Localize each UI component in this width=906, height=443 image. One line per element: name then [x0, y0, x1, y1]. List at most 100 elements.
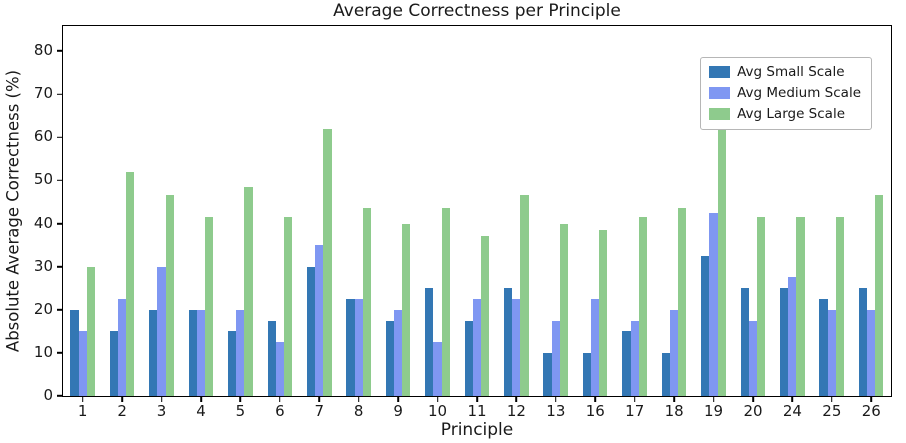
- bar-avg-large-scale-principle-5: [244, 186, 253, 396]
- bar-avg-large-scale-principle-4: [205, 217, 214, 396]
- bar-avg-small-scale-principle-6: [267, 320, 276, 396]
- bar-avg-large-scale-principle-24: [796, 217, 805, 396]
- bar-avg-medium-scale-principle-8: [354, 298, 363, 396]
- bar-avg-small-scale-principle-7: [306, 266, 316, 396]
- x-tick-label: 6: [275, 402, 285, 420]
- bar-group-16: [575, 26, 614, 396]
- bar-avg-small-scale-principle-4: [188, 309, 197, 396]
- bar-group-12: [497, 26, 536, 396]
- x-tick-mark: [752, 396, 754, 402]
- bar-avg-large-scale-principle-20: [756, 217, 766, 396]
- bar-group-19: [694, 26, 733, 396]
- x-tick-label: 13: [546, 402, 566, 420]
- bar-avg-small-scale-principle-12: [504, 288, 513, 396]
- y-tick-mark: [57, 136, 63, 139]
- x-tick-label: 7: [314, 402, 325, 420]
- bar-avg-small-scale-principle-2: [109, 331, 119, 396]
- x-tick-label: 3: [156, 402, 167, 420]
- y-tick-mark: [57, 395, 63, 397]
- y-tick-mark: [57, 179, 63, 182]
- x-tick-label: 18: [664, 402, 684, 420]
- bar-avg-large-scale-principle-25: [835, 217, 844, 396]
- bar-group-9: [378, 26, 417, 396]
- legend-entry-avg-small-scale: Avg Small Scale: [709, 64, 861, 81]
- y-tick-label: 50: [33, 170, 53, 189]
- x-tick-label: 10: [428, 402, 448, 420]
- bar-avg-small-scale-principle-18: [661, 352, 670, 396]
- bar-avg-small-scale-principle-19: [701, 255, 710, 396]
- x-tick-mark: [279, 396, 281, 402]
- y-tick-label: 10: [33, 342, 53, 361]
- x-tick-mark: [239, 396, 242, 402]
- x-tick-label: 20: [743, 402, 763, 420]
- bar-avg-large-scale-principle-16: [599, 229, 608, 396]
- bar-group-5: [221, 26, 260, 396]
- x-tick-mark: [436, 396, 439, 402]
- bar-avg-small-scale-principle-10: [425, 288, 434, 396]
- x-tick-mark: [870, 396, 873, 402]
- bar-avg-large-scale-principle-9: [402, 223, 411, 396]
- x-tick-mark: [791, 396, 794, 402]
- bar-avg-small-scale-principle-20: [740, 288, 749, 396]
- bar-group-26: [851, 26, 890, 396]
- x-tick-mark: [515, 396, 518, 402]
- bar-group-13: [536, 26, 575, 396]
- bar-avg-medium-scale-principle-13: [551, 320, 560, 396]
- x-tick-label: 5: [235, 402, 246, 420]
- x-tick-mark: [81, 396, 84, 402]
- bar-group-17: [615, 26, 654, 396]
- y-tick-mark: [57, 93, 63, 95]
- y-tick-mark: [57, 308, 63, 311]
- bar-avg-medium-scale-principle-9: [393, 309, 403, 396]
- bar-group-6: [260, 26, 299, 396]
- x-tick-label: 25: [822, 402, 842, 420]
- bar-avg-large-scale-principle-10: [441, 208, 450, 396]
- x-tick-label: 19: [704, 402, 724, 420]
- x-tick-mark: [397, 396, 399, 402]
- bar-avg-medium-scale-principle-2: [118, 298, 127, 396]
- bar-avg-small-scale-principle-17: [622, 331, 631, 396]
- bar-group-24: [773, 26, 812, 396]
- bar-avg-medium-scale-principle-26: [867, 309, 876, 396]
- x-tick-label: 1: [77, 402, 88, 420]
- bar-avg-medium-scale-principle-12: [512, 298, 521, 396]
- y-tick-label: 80: [33, 41, 53, 60]
- y-tick-label: 40: [33, 213, 53, 232]
- bar-avg-medium-scale-principle-1: [78, 331, 87, 396]
- x-tick-mark: [633, 396, 636, 402]
- y-tick-label: 20: [33, 299, 53, 318]
- y-tick-label: 30: [33, 256, 53, 275]
- y-tick-label: 70: [33, 84, 53, 103]
- bar-group-10: [418, 26, 457, 396]
- x-tick-label: 11: [467, 402, 487, 420]
- bar-avg-medium-scale-principle-11: [472, 298, 482, 396]
- bar-avg-large-scale-principle-6: [283, 217, 293, 396]
- bar-avg-medium-scale-principle-3: [157, 266, 166, 396]
- bar-avg-small-scale-principle-9: [385, 320, 394, 396]
- bar-avg-medium-scale-principle-4: [196, 309, 206, 396]
- bar-avg-small-scale-principle-16: [582, 352, 592, 396]
- y-tick-layer: 0 10 20 30 40 50 60 70 80: [34, 26, 891, 403]
- x-tick-label: 4: [196, 402, 206, 420]
- x-tick-label: 24: [782, 402, 802, 420]
- legend-swatch-icon: [709, 66, 731, 79]
- y-tick-mark: [57, 50, 63, 52]
- bar-group-18: [654, 26, 693, 396]
- bar-avg-small-scale-principle-1: [70, 309, 79, 396]
- x-tick-mark: [200, 396, 202, 402]
- x-tick-mark: [831, 396, 833, 402]
- bar-avg-large-scale-principle-12: [520, 195, 529, 396]
- y-tick-mark: [57, 265, 63, 268]
- bars-container: [63, 26, 891, 396]
- x-tick-label: 8: [353, 402, 364, 420]
- bar-group-25: [812, 26, 851, 396]
- bar-avg-medium-scale-principle-20: [748, 320, 757, 396]
- bar-avg-large-scale-principle-17: [638, 217, 647, 396]
- bar-avg-small-scale-principle-11: [464, 320, 473, 396]
- bar-avg-medium-scale-principle-10: [433, 342, 442, 396]
- bar-avg-large-scale-principle-2: [126, 171, 135, 396]
- bar-avg-medium-scale-principle-17: [630, 320, 639, 396]
- legend-swatch-icon: [709, 108, 731, 121]
- legend-entry-avg-large-scale: Avg Large Scale: [709, 106, 861, 123]
